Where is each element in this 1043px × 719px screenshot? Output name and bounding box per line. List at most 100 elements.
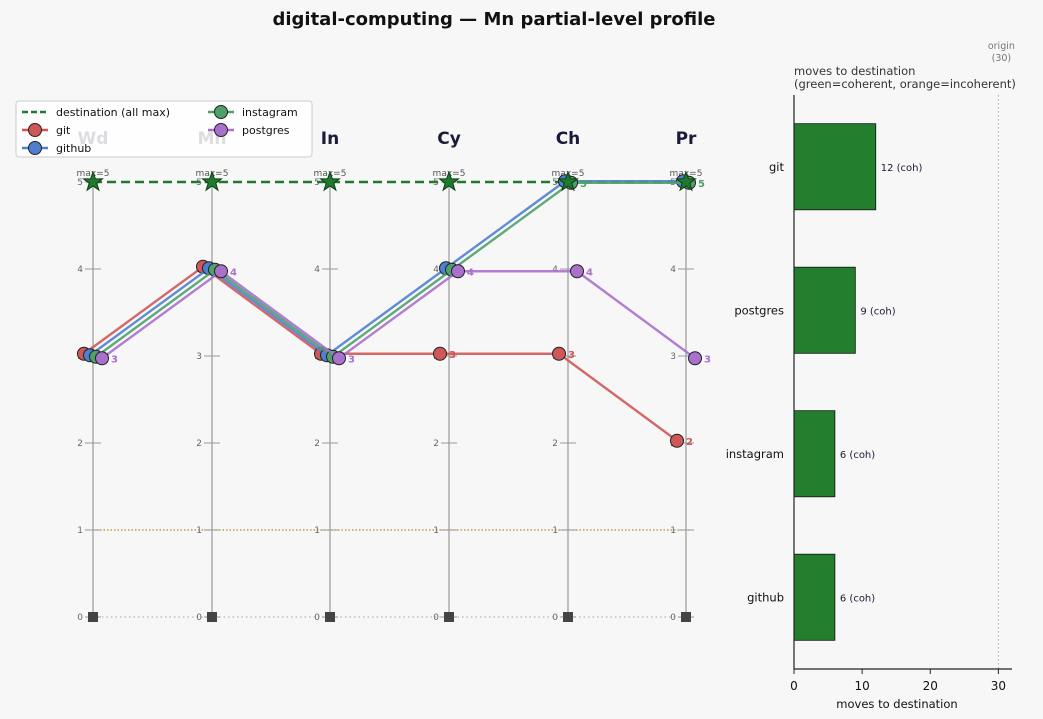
bar-git xyxy=(793,123,877,211)
axis-tick-label: 0 xyxy=(433,613,439,623)
bar-chart-title: (green=coherent, orange=incoherent) xyxy=(794,77,1016,91)
axis-name: Pr xyxy=(676,129,697,149)
legend-marker xyxy=(214,105,228,119)
axis-tick-label: 4 xyxy=(433,265,439,275)
bar-category-label: instagram xyxy=(726,447,784,461)
floor-marker xyxy=(444,612,454,622)
legend: destination (all max) instagram git postgre… xyxy=(15,100,313,158)
destination-star xyxy=(675,170,697,192)
floor-marker xyxy=(681,612,691,622)
destination-star xyxy=(438,170,460,192)
destination-star xyxy=(319,170,341,192)
axis-tick-label: 2 xyxy=(552,439,558,449)
legend-marker xyxy=(28,141,42,155)
floor-marker xyxy=(563,612,573,622)
chart-title: digital-computing — Mn partial-level pro… xyxy=(272,9,715,30)
destination-star xyxy=(557,170,579,192)
x-axis-tick-label: 0 xyxy=(790,679,798,693)
series-point-git xyxy=(552,346,566,361)
axis-tick-label: 3 xyxy=(670,352,676,362)
destination-star xyxy=(82,170,104,192)
point-value-label: 3 xyxy=(568,350,575,361)
series-line-postgres xyxy=(101,269,696,360)
point-value-label: 4 xyxy=(467,267,474,278)
legend-label: destination (all max) xyxy=(56,106,170,119)
bar-category-label: github xyxy=(747,590,784,604)
x-axis-tick-label: 30 xyxy=(991,679,1006,693)
point-value-label: 3 xyxy=(449,350,456,361)
series-point-postgres xyxy=(570,264,584,279)
bar-category-label: postgres xyxy=(734,303,784,317)
point-value-label: 4 xyxy=(586,267,593,278)
bar-github xyxy=(793,553,836,641)
point-value-label: 2 xyxy=(686,437,693,448)
series-point-postgres xyxy=(214,264,228,279)
axis-tick-label: 0 xyxy=(314,613,320,623)
series-line-git xyxy=(83,265,678,442)
legend-label: postgres xyxy=(242,124,290,137)
x-axis-label: moves to destination xyxy=(836,697,957,711)
axis-tick-label: 1 xyxy=(196,526,202,536)
axis-tick-label: 5 xyxy=(77,178,83,188)
axis-tick-label: 1 xyxy=(670,526,676,536)
point-value-label: 3 xyxy=(704,354,711,365)
destination-star xyxy=(201,170,223,192)
axis-tick-label: 4 xyxy=(552,265,558,275)
floor-marker xyxy=(207,612,217,622)
bar-instagram xyxy=(793,410,836,498)
point-value-label: 3 xyxy=(111,354,118,365)
axis-tick-label: 4 xyxy=(314,265,320,275)
parallel-coordinates-plot: 012345max=5Wd012345max=5Mn012345max=5In0… xyxy=(15,100,711,623)
axis-tick-label: 0 xyxy=(196,613,202,623)
axis-name: In xyxy=(321,129,339,149)
legend-marker xyxy=(214,123,228,137)
series-point-postgres xyxy=(95,351,109,366)
bar-value-label: 6 (coh) xyxy=(840,450,875,461)
axis-tick-label: 1 xyxy=(77,526,83,536)
axis-tick-label: 0 xyxy=(670,613,676,623)
floor-marker xyxy=(325,612,335,622)
legend-marker xyxy=(28,123,42,137)
x-axis-tick-label: 20 xyxy=(923,679,938,693)
series-point-postgres xyxy=(451,264,465,279)
series-line-instagram xyxy=(95,181,689,359)
axis-tick-label: 1 xyxy=(552,526,558,536)
axis-tick-label: 3 xyxy=(196,352,202,362)
floor-marker xyxy=(88,612,98,622)
bar-category-label: git xyxy=(769,160,784,174)
bar-postgres xyxy=(793,266,856,354)
axis-tick-label: 0 xyxy=(552,613,558,623)
series-point-git xyxy=(670,433,684,448)
moves-bar-chart: moves to destination(green=coherent, ora… xyxy=(726,41,1016,711)
point-value-label: 4 xyxy=(230,267,237,278)
bar-value-label: 12 (coh) xyxy=(881,163,923,174)
x-axis-tick-label: 10 xyxy=(854,679,869,693)
bar-chart-title: moves to destination xyxy=(794,64,915,78)
axis-tick-label: 4 xyxy=(77,265,83,275)
series-line-github xyxy=(89,180,683,357)
series-point-git xyxy=(433,346,447,361)
legend-label: github xyxy=(56,142,91,155)
axis-tick-label: 2 xyxy=(314,439,320,449)
bar-value-label: 9 (coh) xyxy=(860,306,895,317)
legend-label: git xyxy=(56,124,71,137)
point-value-label: 5 xyxy=(580,179,587,190)
axis-tick-label: 1 xyxy=(433,526,439,536)
axis-tick-label: 2 xyxy=(196,439,202,449)
legend-label: instagram xyxy=(242,106,298,119)
bar-value-label: 6 (coh) xyxy=(840,593,875,604)
axis-name: Ch xyxy=(556,129,581,149)
series-point-postgres xyxy=(688,351,702,366)
series-point-postgres xyxy=(332,351,346,366)
axis-name: Cy xyxy=(437,129,461,149)
legend-box xyxy=(15,100,313,158)
axis-tick-label: 2 xyxy=(77,439,83,449)
point-value-label: 3 xyxy=(348,354,355,365)
axis-tick-label: 2 xyxy=(433,439,439,449)
axis-tick-label: 4 xyxy=(670,265,676,275)
origin-label: origin xyxy=(988,41,1015,52)
origin-label: (30) xyxy=(992,53,1012,64)
axis-tick-label: 1 xyxy=(314,526,320,536)
point-value-label: 5 xyxy=(698,179,705,190)
